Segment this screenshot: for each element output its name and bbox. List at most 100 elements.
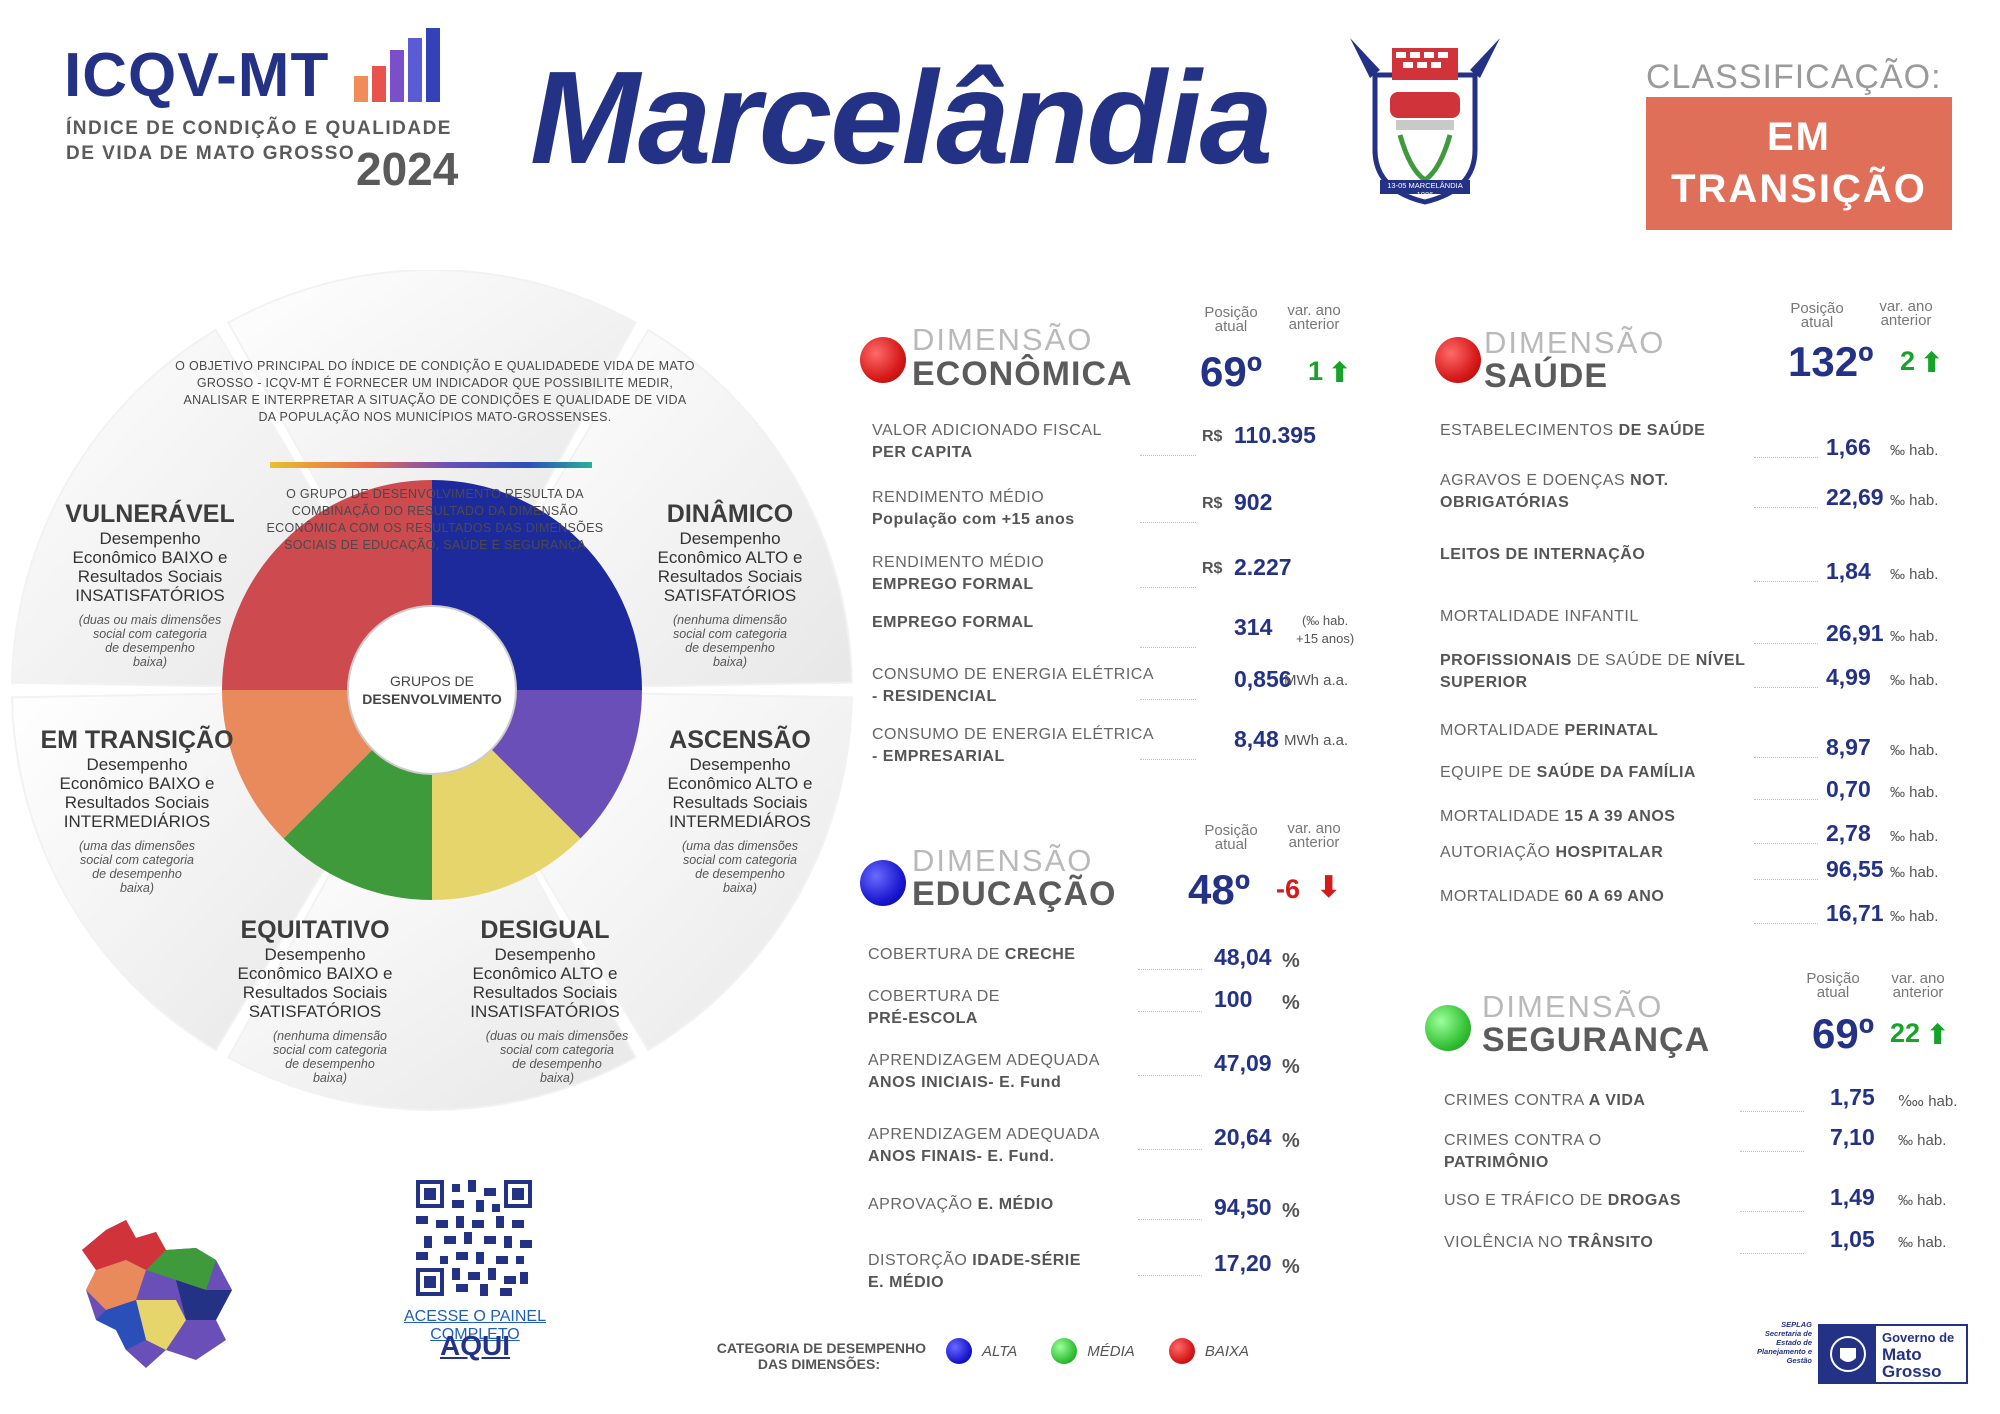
legend-item-baixa: BAIXA	[1168, 1338, 1249, 1364]
note-line: social com categoria	[673, 627, 787, 641]
group-note: (nenhuma dimensão social com categoria d…	[210, 1029, 420, 1085]
objective-text: O OBJETIVO PRINCIPAL DO ÍNDICE DE CONDIÇ…	[175, 359, 695, 424]
label-part: PER CAPITA	[872, 444, 973, 461]
label-part: VALOR ADICIONADO FISCAL	[872, 422, 1102, 439]
gov-text: Governo de Mato Grosso	[1876, 1326, 1954, 1382]
indicator-value: 20,64	[1214, 1124, 1272, 1150]
desc-line: Desempenho	[679, 529, 781, 548]
note-line: de desempenho	[685, 641, 775, 655]
pos-l1: Posição	[1806, 970, 1860, 987]
indicator-value: 2.227	[1234, 554, 1292, 580]
indicator-value: 94,50	[1214, 1194, 1272, 1220]
label-part: APRENDIZAGEM ADEQUADA	[868, 1052, 1100, 1069]
indicator-label: EMPREGO FORMAL	[872, 612, 1172, 634]
wheel-center-label: GRUPOS DE DESENVOLVIMENTO	[348, 672, 516, 708]
label-line1: VIOLÊNCIA NO TRÂNSITO	[1444, 1232, 1744, 1254]
label-part: ESTABELECIMENTOS	[1440, 422, 1619, 439]
label-part: PRÉ-ESCOLA	[868, 1010, 978, 1027]
label-part: PATRIMÔNIO	[1444, 1154, 1549, 1171]
label-line2: OBRIGATÓRIAS	[1440, 492, 1780, 514]
indicator-label: MORTALIDADE INFANTIL	[1440, 606, 1780, 628]
qr-code-icon[interactable]	[416, 1180, 532, 1296]
indicator-value: 1,75	[1830, 1084, 1875, 1110]
pos-l1: Posição	[1790, 300, 1844, 317]
sector-ascensao	[488, 690, 642, 839]
desc-line: Desempenho	[494, 945, 596, 964]
desc-line: INTERMEDIÁRIOS	[63, 812, 211, 831]
group-equitativo: EQUITATIVO Desempenho Econômico BAIXO e …	[210, 916, 420, 1085]
label-line2: - EMPRESARIAL	[872, 746, 1172, 768]
indicator-value: 902	[1234, 489, 1273, 515]
sector-desigual	[432, 746, 581, 900]
indicator-unit: ‰ hab.	[1898, 1192, 1947, 1209]
indicator-label: LEITOS DE INTERNAÇÃO	[1440, 544, 1780, 566]
indicator-value: 16,71	[1826, 900, 1884, 926]
desc-line: SATISFATÓRIOS	[663, 586, 797, 605]
dotted-leader	[1740, 1110, 1804, 1112]
painel-link[interactable]: ACESSE O PAINEL COMPLETO	[404, 1308, 546, 1343]
label-part: DE SAÚDE DE	[1571, 652, 1696, 669]
indicator-unit: ‰ hab.	[1890, 864, 1939, 881]
label-part: MORTALIDADE	[1440, 888, 1565, 905]
dotted-leader	[1138, 1074, 1202, 1076]
seplag-text: SEPLAG Secretaria de Estado de Planejame…	[1752, 1320, 1812, 1365]
group-note: (nenhuma dimensão social com categoria d…	[620, 613, 840, 669]
legend-item-media: MÉDIA	[1051, 1338, 1135, 1364]
label-line2: População com +15 anos	[872, 509, 1172, 531]
brand-subtitle: ÍNDICE DE CONDIÇÃO E QUALIDADE DE VIDA D…	[66, 118, 452, 164]
label-line2: EMPREGO FORMAL	[872, 574, 1172, 596]
desc-line: Resultados Sociais	[657, 567, 803, 586]
indicator-unit: %	[1282, 1200, 1300, 1222]
pos-l2: atual	[1800, 314, 1834, 331]
desc-line: Econômico ALTO e	[472, 964, 618, 983]
note-line: de desempenho	[92, 867, 182, 881]
group-title: EM TRANSIÇÃO	[40, 726, 234, 754]
classification-value-line2: TRANSIÇÃO	[1671, 167, 1927, 211]
indicator-label: VALOR ADICIONADO FISCAL PER CAPITA	[872, 420, 1172, 464]
indicator-unit: ‰ hab.	[1890, 566, 1939, 583]
label-part: 15 A 39 ANOS	[1564, 808, 1676, 825]
var-l2: anterior	[1880, 312, 1932, 329]
label-part: LEITOS DE INTERNAÇÃO	[1440, 546, 1646, 563]
indicator-label: DISTORÇÃO IDADE-SÉRIE E. MÉDIO	[868, 1250, 1168, 1294]
label-line1: CONSUMO DE ENERGIA ELÉTRICA	[872, 664, 1172, 686]
label-line1: COBERTURA DE CRECHE	[868, 944, 1168, 966]
educacao-dim-label: DIMENSÃO	[912, 843, 1094, 878]
var-l1: var. ano	[1287, 820, 1341, 837]
legend: ALTA MÉDIA BAIXA	[946, 1338, 1249, 1364]
indicator-label: COBERTURA DE CRECHE	[868, 944, 1168, 966]
label-part: E. MÉDIO	[868, 1274, 945, 1291]
indicator-unit: %	[1282, 1256, 1300, 1278]
label-part: EQUIPE DE	[1440, 764, 1537, 781]
brand-year: 2024	[356, 143, 459, 195]
legend-label-l2: DAS DIMENSÕES:	[757, 1356, 880, 1372]
indicator-unit: (‰ hab. +15 anos)	[1296, 612, 1354, 648]
saude-title: SAÚDE	[1484, 357, 1609, 395]
aqui-link[interactable]: AQUI	[440, 1330, 510, 1361]
desc-line: Econômico BAIXO e	[59, 774, 215, 793]
dotted-leader	[1740, 1252, 1804, 1254]
note-line: (duas ou mais dimensões	[485, 1029, 629, 1043]
indicator-label: ESTABELECIMENTOS DE SAÚDE	[1440, 420, 1780, 442]
seguranca-pos-label: Posição atual	[1798, 970, 1868, 1000]
center-line1: GRUPOS DE	[389, 673, 474, 689]
indicator-label: COBERTURA DE PRÉ-ESCOLA	[868, 986, 1168, 1030]
label-line1: APROVAÇÃO E. MÉDIO	[868, 1194, 1168, 1216]
label-part: NOT.	[1630, 472, 1669, 489]
saude-dot	[1435, 337, 1481, 383]
educacao-variation: -6	[1276, 874, 1301, 904]
label-line1: RENDIMENTO MÉDIO	[872, 552, 1172, 574]
economica-title: ECONÔMICA	[912, 355, 1133, 393]
dotted-leader	[1754, 506, 1818, 508]
group-ascensao: ASCENSÃO Desempenho Econômico ALTO e Res…	[640, 726, 840, 895]
note-line: de desempenho	[105, 641, 195, 655]
group-title: DESIGUAL	[480, 916, 610, 944]
city-crest: 13-05 MARCELÂNDIA 1986	[1340, 30, 1510, 210]
label-part: ANOS FINAIS- E. Fund.	[868, 1148, 1055, 1165]
bar-chart-logo-icon	[354, 28, 440, 102]
group-desigual: DESIGUAL Desempenho Econômico ALTO e Res…	[440, 916, 650, 1085]
group-title: ASCENSÃO	[669, 726, 811, 754]
indicator-value: 8,97	[1826, 734, 1871, 760]
pos-l2: atual	[1214, 836, 1248, 853]
label-part: AUTORIAÇÃO	[1440, 844, 1556, 861]
